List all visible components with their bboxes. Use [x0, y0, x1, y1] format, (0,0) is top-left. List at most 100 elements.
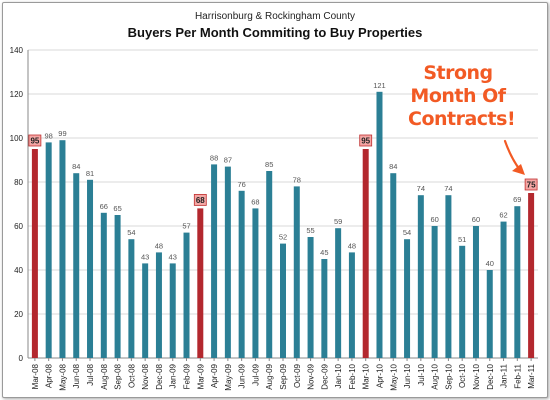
bar	[335, 228, 342, 358]
bar	[500, 221, 507, 358]
data-label: 95	[30, 137, 39, 146]
y-tick-label: 60	[14, 222, 23, 231]
bar	[211, 164, 218, 358]
x-tick-label: Oct-09	[293, 363, 302, 388]
data-label-box	[28, 134, 42, 147]
x-tick-label: Jan-09	[169, 363, 178, 388]
x-tick-label: Jan-11	[500, 363, 509, 387]
callout-line-3: Contracts!	[408, 108, 516, 130]
data-label: 68	[196, 196, 205, 205]
data-label: 54	[127, 228, 135, 237]
x-tick-label: Sep-08	[114, 363, 123, 389]
x-tick-label: Jun-10	[403, 363, 412, 388]
x-tick-label: Aug-08	[100, 363, 109, 389]
bar	[459, 245, 466, 358]
bar	[293, 186, 300, 358]
data-label: 60	[430, 215, 438, 224]
x-tick-label: Sep-09	[279, 363, 288, 389]
data-label: 74	[417, 184, 425, 193]
data-label: 84	[72, 162, 80, 171]
x-tick-label: Feb-10	[348, 363, 357, 389]
y-tick-label: 20	[14, 310, 23, 319]
data-label: 43	[141, 252, 149, 261]
data-label: 76	[237, 180, 245, 189]
bar	[514, 206, 521, 358]
bar	[362, 149, 369, 358]
bar	[238, 190, 245, 358]
bar	[348, 252, 355, 358]
x-tick-label: May-10	[389, 363, 398, 390]
bar	[114, 215, 121, 358]
bar	[404, 239, 411, 358]
bar	[31, 149, 38, 358]
callout-arrowhead	[512, 164, 525, 175]
x-tick-label: Dec-10	[486, 363, 495, 389]
bar	[307, 237, 314, 358]
bar	[321, 259, 328, 358]
callout-line-1: Strong	[423, 62, 493, 84]
bar	[417, 195, 424, 358]
x-tick-label: Jun-08	[72, 363, 81, 388]
x-tick-label: Apr-08	[45, 363, 54, 388]
y-tick-label: 100	[10, 134, 24, 143]
data-label: 121	[373, 81, 386, 90]
bar	[87, 179, 94, 358]
data-label: 45	[320, 248, 328, 257]
y-tick-label: 140	[10, 46, 24, 55]
data-label-box	[524, 178, 538, 191]
data-label: 59	[334, 217, 342, 226]
x-tick-label: Apr-10	[375, 363, 384, 388]
bar	[252, 208, 259, 358]
data-label: 52	[279, 233, 287, 242]
callout-line-2: Month Of	[410, 85, 506, 107]
chart-title: Buyers Per Month Commiting to Buy Proper…	[127, 25, 423, 40]
data-label: 51	[458, 235, 466, 244]
data-label: 75	[527, 181, 536, 190]
data-label: 60	[472, 215, 480, 224]
bar	[280, 243, 286, 358]
bar	[528, 193, 535, 358]
bar	[266, 171, 273, 358]
bar	[376, 91, 383, 359]
data-label: 98	[45, 131, 53, 140]
data-label: 40	[486, 259, 494, 268]
bar	[224, 166, 231, 358]
y-tick-label: 80	[14, 178, 23, 187]
y-tick-label: 0	[19, 354, 24, 363]
data-label: 57	[182, 222, 190, 231]
data-label: 95	[361, 137, 370, 146]
callout-text: Strong Month Of Contracts!	[408, 62, 516, 131]
x-tick-label: Feb-11	[513, 363, 522, 388]
x-tick-label: Nov-10	[472, 363, 481, 389]
x-tick-label: Sep-10	[444, 363, 453, 389]
x-tick-label: Jan-10	[334, 363, 343, 388]
bar	[431, 226, 438, 358]
data-label: 65	[113, 204, 121, 213]
bar	[73, 173, 80, 358]
bar	[100, 212, 107, 358]
data-label: 87	[224, 156, 232, 165]
bar	[445, 195, 452, 358]
data-label: 48	[155, 241, 163, 250]
data-label: 66	[100, 202, 108, 211]
x-tick-label: Oct-10	[458, 363, 467, 388]
chart-subtitle: Harrisonburg & Rockingham County	[194, 11, 356, 22]
x-tick-label: Aug-10	[431, 363, 440, 389]
data-label-box	[193, 193, 207, 206]
y-tick-label: 120	[10, 90, 24, 99]
bar	[45, 142, 52, 358]
data-label: 48	[348, 241, 356, 250]
x-tick-label: Dec-08	[155, 363, 164, 389]
x-tick-label: Mar-08	[31, 363, 40, 389]
data-label: 43	[169, 252, 177, 261]
data-label: 88	[210, 153, 218, 162]
bar	[59, 140, 66, 358]
bar	[486, 270, 493, 358]
data-label: 81	[86, 169, 94, 178]
bar	[169, 263, 176, 358]
bar	[183, 232, 190, 358]
x-tick-label: Jul-09	[251, 363, 260, 385]
bar	[472, 226, 479, 358]
x-tick-label: Jun-09	[238, 363, 247, 388]
